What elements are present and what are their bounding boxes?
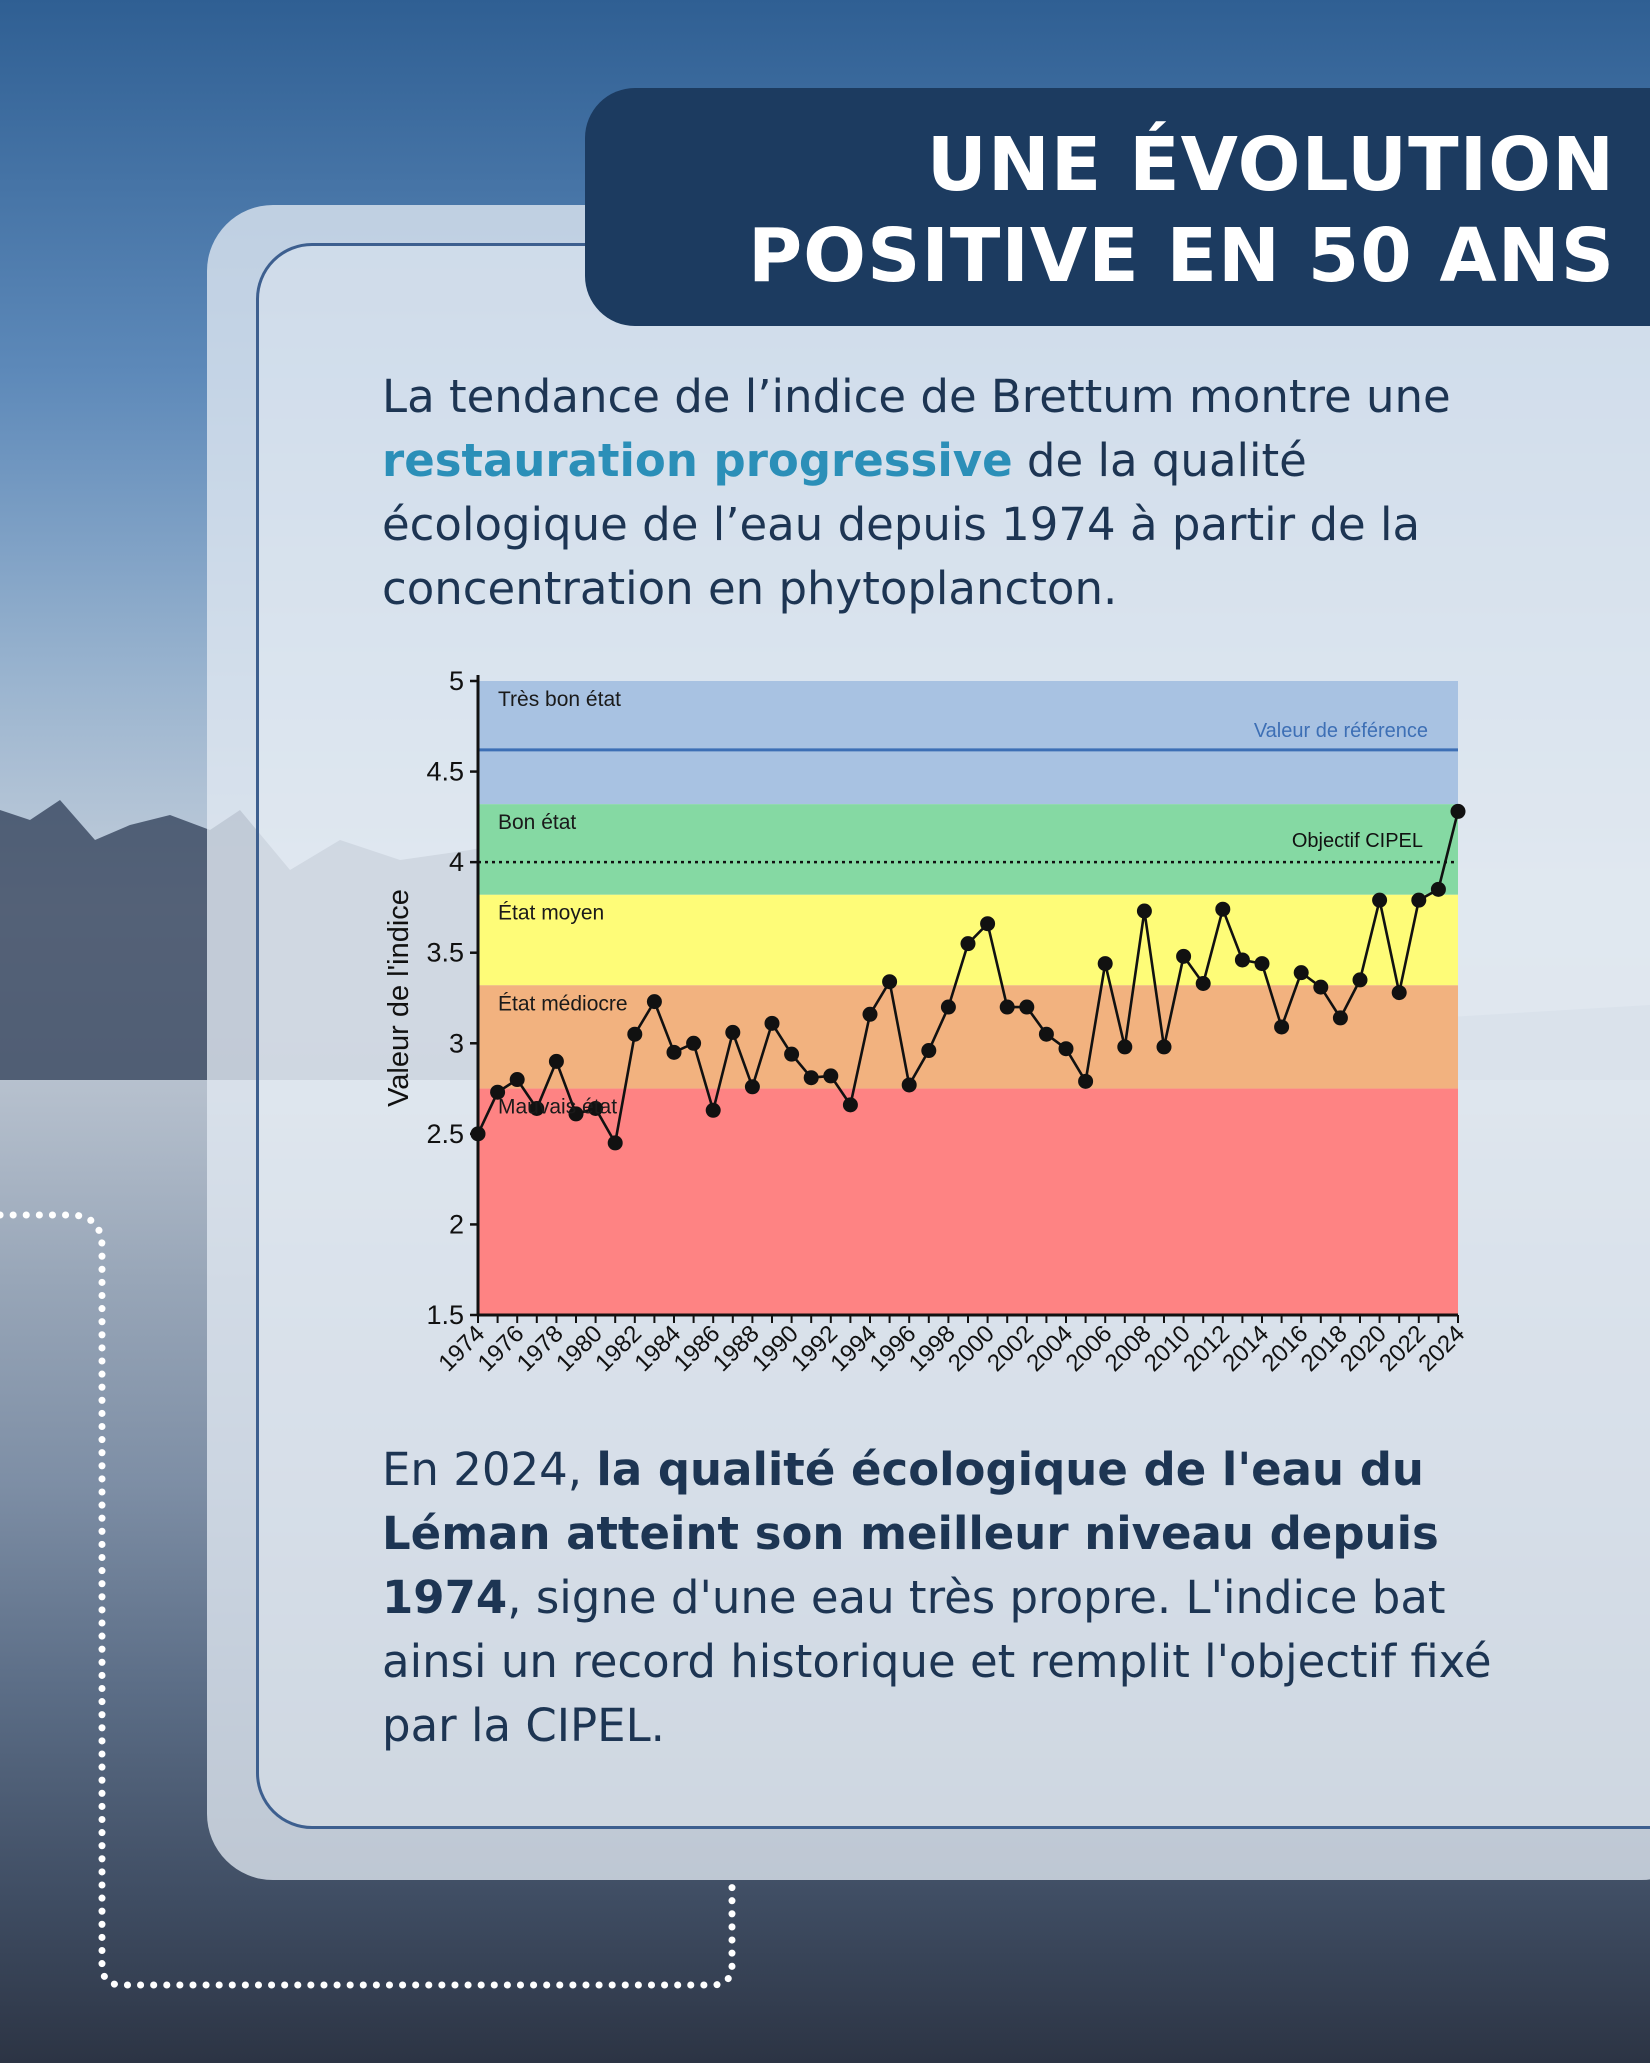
- data-point-2001: [999, 999, 1015, 1015]
- band-label-4: Mauvais état: [498, 1096, 617, 1119]
- data-point-2008: [1136, 903, 1152, 919]
- data-point-2021: [1391, 985, 1407, 1001]
- data-point-2023: [1430, 881, 1446, 897]
- data-point-1976: [509, 1072, 525, 1088]
- intro-paragraph: La tendance de l’indice de Brettum montr…: [382, 365, 1532, 621]
- intro-text-start: La tendance de l’indice de Brettum montr…: [382, 370, 1451, 423]
- title-line-2: POSITIVE EN 50 ANS: [747, 213, 1615, 299]
- cipel-label: Objectif CIPEL: [1292, 830, 1423, 852]
- data-point-2015: [1274, 1019, 1290, 1035]
- data-point-1983: [646, 994, 662, 1010]
- data-point-1975: [490, 1084, 506, 1100]
- conclusion-text-end: , signe d'une eau très propre. L'indice …: [382, 1571, 1492, 1752]
- title-line-1: UNE ÉVOLUTION: [926, 122, 1615, 208]
- data-point-2014: [1254, 956, 1270, 972]
- band-1: [478, 804, 1458, 895]
- title-banner: UNE ÉVOLUTION POSITIVE EN 50 ANS: [585, 88, 1650, 326]
- data-point-2007: [1117, 1039, 1133, 1055]
- data-point-1974: [470, 1126, 486, 1142]
- data-point-2005: [1078, 1073, 1094, 1089]
- y-tick-label-6: 2: [449, 1209, 464, 1239]
- data-point-2004: [1058, 1041, 1074, 1057]
- data-point-1987: [725, 1024, 741, 1040]
- conclusion-paragraph: En 2024, la qualité écologique de l'eau …: [382, 1438, 1532, 1758]
- band-label-2: État moyen: [498, 902, 604, 925]
- band-4: [478, 1088, 1458, 1315]
- data-point-2011: [1195, 976, 1211, 992]
- data-point-2009: [1156, 1039, 1172, 1055]
- band-0: [478, 681, 1458, 805]
- data-point-2017: [1313, 979, 1329, 995]
- data-point-2019: [1352, 972, 1368, 988]
- data-point-1981: [607, 1135, 623, 1151]
- data-point-2013: [1234, 952, 1250, 968]
- data-point-1993: [842, 1097, 858, 1113]
- data-point-1986: [705, 1102, 721, 1118]
- x-tick-label-25: 2024: [1413, 1320, 1470, 1377]
- data-point-1997: [921, 1043, 937, 1059]
- data-point-2018: [1332, 1010, 1348, 1026]
- data-point-2002: [1019, 999, 1035, 1015]
- y-tick-label-1: 4.5: [426, 757, 464, 787]
- data-point-1985: [686, 1035, 702, 1051]
- data-point-2024: [1450, 803, 1466, 819]
- data-point-1984: [666, 1044, 682, 1060]
- page-title: UNE ÉVOLUTION POSITIVE EN 50 ANS: [748, 120, 1615, 302]
- y-tick-label-5: 2.5: [426, 1119, 464, 1149]
- conclusion-text-start: En 2024,: [382, 1443, 597, 1496]
- data-point-1991: [803, 1070, 819, 1086]
- data-point-1992: [823, 1068, 839, 1084]
- y-tick-label-7: 1.5: [426, 1300, 464, 1330]
- intro-text-end: de la qualité écologique de l’eau depuis…: [382, 434, 1421, 615]
- data-point-2006: [1097, 956, 1113, 972]
- data-point-2003: [1038, 1026, 1054, 1042]
- data-point-1977: [529, 1100, 545, 1116]
- data-point-2016: [1293, 965, 1309, 981]
- data-point-2010: [1176, 948, 1192, 964]
- y-tick-label-3: 3.5: [426, 938, 464, 968]
- band-label-0: Très bon état: [498, 688, 621, 711]
- intro-highlight: restauration progressive: [382, 434, 1013, 487]
- data-point-1978: [548, 1053, 564, 1069]
- data-point-2000: [980, 916, 996, 932]
- y-tick-label-0: 5: [449, 668, 464, 696]
- y-tick-label-4: 3: [449, 1028, 464, 1058]
- data-point-1990: [784, 1046, 800, 1062]
- data-point-1998: [940, 999, 956, 1015]
- conclusion-bold: la qualité écologique de l'eau du Léman …: [382, 1443, 1439, 1624]
- band-label-1: Bon état: [498, 811, 576, 834]
- data-point-2020: [1372, 892, 1388, 908]
- data-point-1988: [744, 1079, 760, 1095]
- data-point-1982: [627, 1026, 643, 1042]
- data-point-1999: [960, 936, 976, 952]
- dotted-decoration: [0, 1211, 736, 1989]
- brettum-index-chart: 54.543.532.521.5197419761978198019821984…: [383, 668, 1470, 1377]
- data-point-2022: [1411, 892, 1427, 908]
- y-tick-label-2: 4: [449, 847, 464, 877]
- data-point-1989: [764, 1015, 780, 1031]
- data-point-1995: [882, 974, 898, 990]
- data-point-1980: [588, 1100, 604, 1116]
- data-point-1979: [568, 1106, 584, 1122]
- y-axis-label: Valeur de l'indice: [383, 889, 415, 1107]
- data-point-2012: [1215, 901, 1231, 917]
- data-point-1994: [862, 1006, 878, 1022]
- band-label-3: État médiocre: [498, 992, 628, 1015]
- reference-label: Valeur de référence: [1254, 720, 1428, 742]
- data-point-1996: [901, 1077, 917, 1093]
